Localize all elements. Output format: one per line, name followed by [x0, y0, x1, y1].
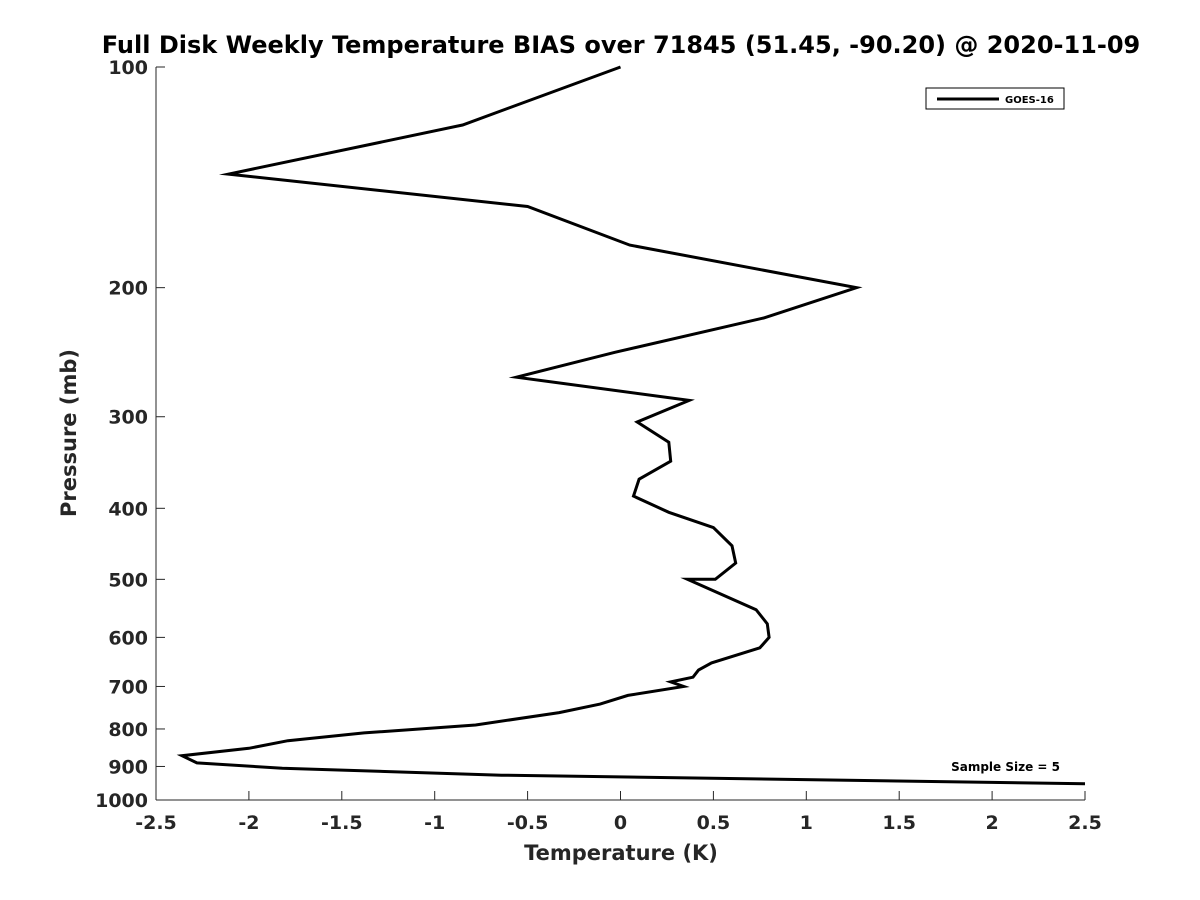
x-tick-label: -0.5: [507, 812, 549, 834]
y-tick-label: 100: [108, 57, 148, 79]
series-line-goes-16: [176, 65, 1086, 786]
x-tick-label: 1.5: [882, 812, 916, 834]
y-tick-label: 700: [108, 676, 148, 698]
x-tick-label: 1: [800, 812, 813, 834]
y-tick-label: 800: [108, 719, 148, 741]
y-axis-label: Pressure (mb): [57, 349, 81, 517]
y-tick-label: 400: [108, 498, 148, 520]
chart-title: Full Disk Weekly Temperature BIAS over 7…: [102, 31, 1141, 59]
y-tick-label: 600: [108, 627, 148, 649]
y-tick-label: 200: [108, 278, 148, 300]
x-tick-label: -1.5: [321, 812, 363, 834]
series-layer: [176, 65, 1086, 786]
x-tick-label: 0: [614, 812, 627, 834]
x-tick-label: 2: [985, 812, 998, 834]
x-tick-label: -2.5: [135, 812, 177, 834]
y-tick-label: 900: [108, 756, 148, 778]
y-tick-label: 500: [108, 569, 148, 591]
x-tick-label: -1: [424, 812, 445, 834]
x-tick-label: -2: [238, 812, 259, 834]
y-ticks: 100 200 300 400 500 600 700 800 900 1000: [95, 57, 165, 812]
x-tick-label: 0.5: [697, 812, 731, 834]
legend: GOES-16: [925, 87, 1065, 110]
x-axis-label: Temperature (K): [524, 841, 718, 865]
x-ticks: -2.5 -2 -1.5 -1 -0.5 0 0.5 1 1.5 2 2.5: [135, 791, 1102, 834]
sample-size-annotation: Sample Size = 5: [951, 760, 1060, 774]
legend-entry-goes-16: GOES-16: [1005, 95, 1054, 106]
x-tick-label: 2.5: [1068, 812, 1102, 834]
y-tick-label: 1000: [95, 790, 148, 812]
y-tick-label: 300: [108, 407, 148, 429]
